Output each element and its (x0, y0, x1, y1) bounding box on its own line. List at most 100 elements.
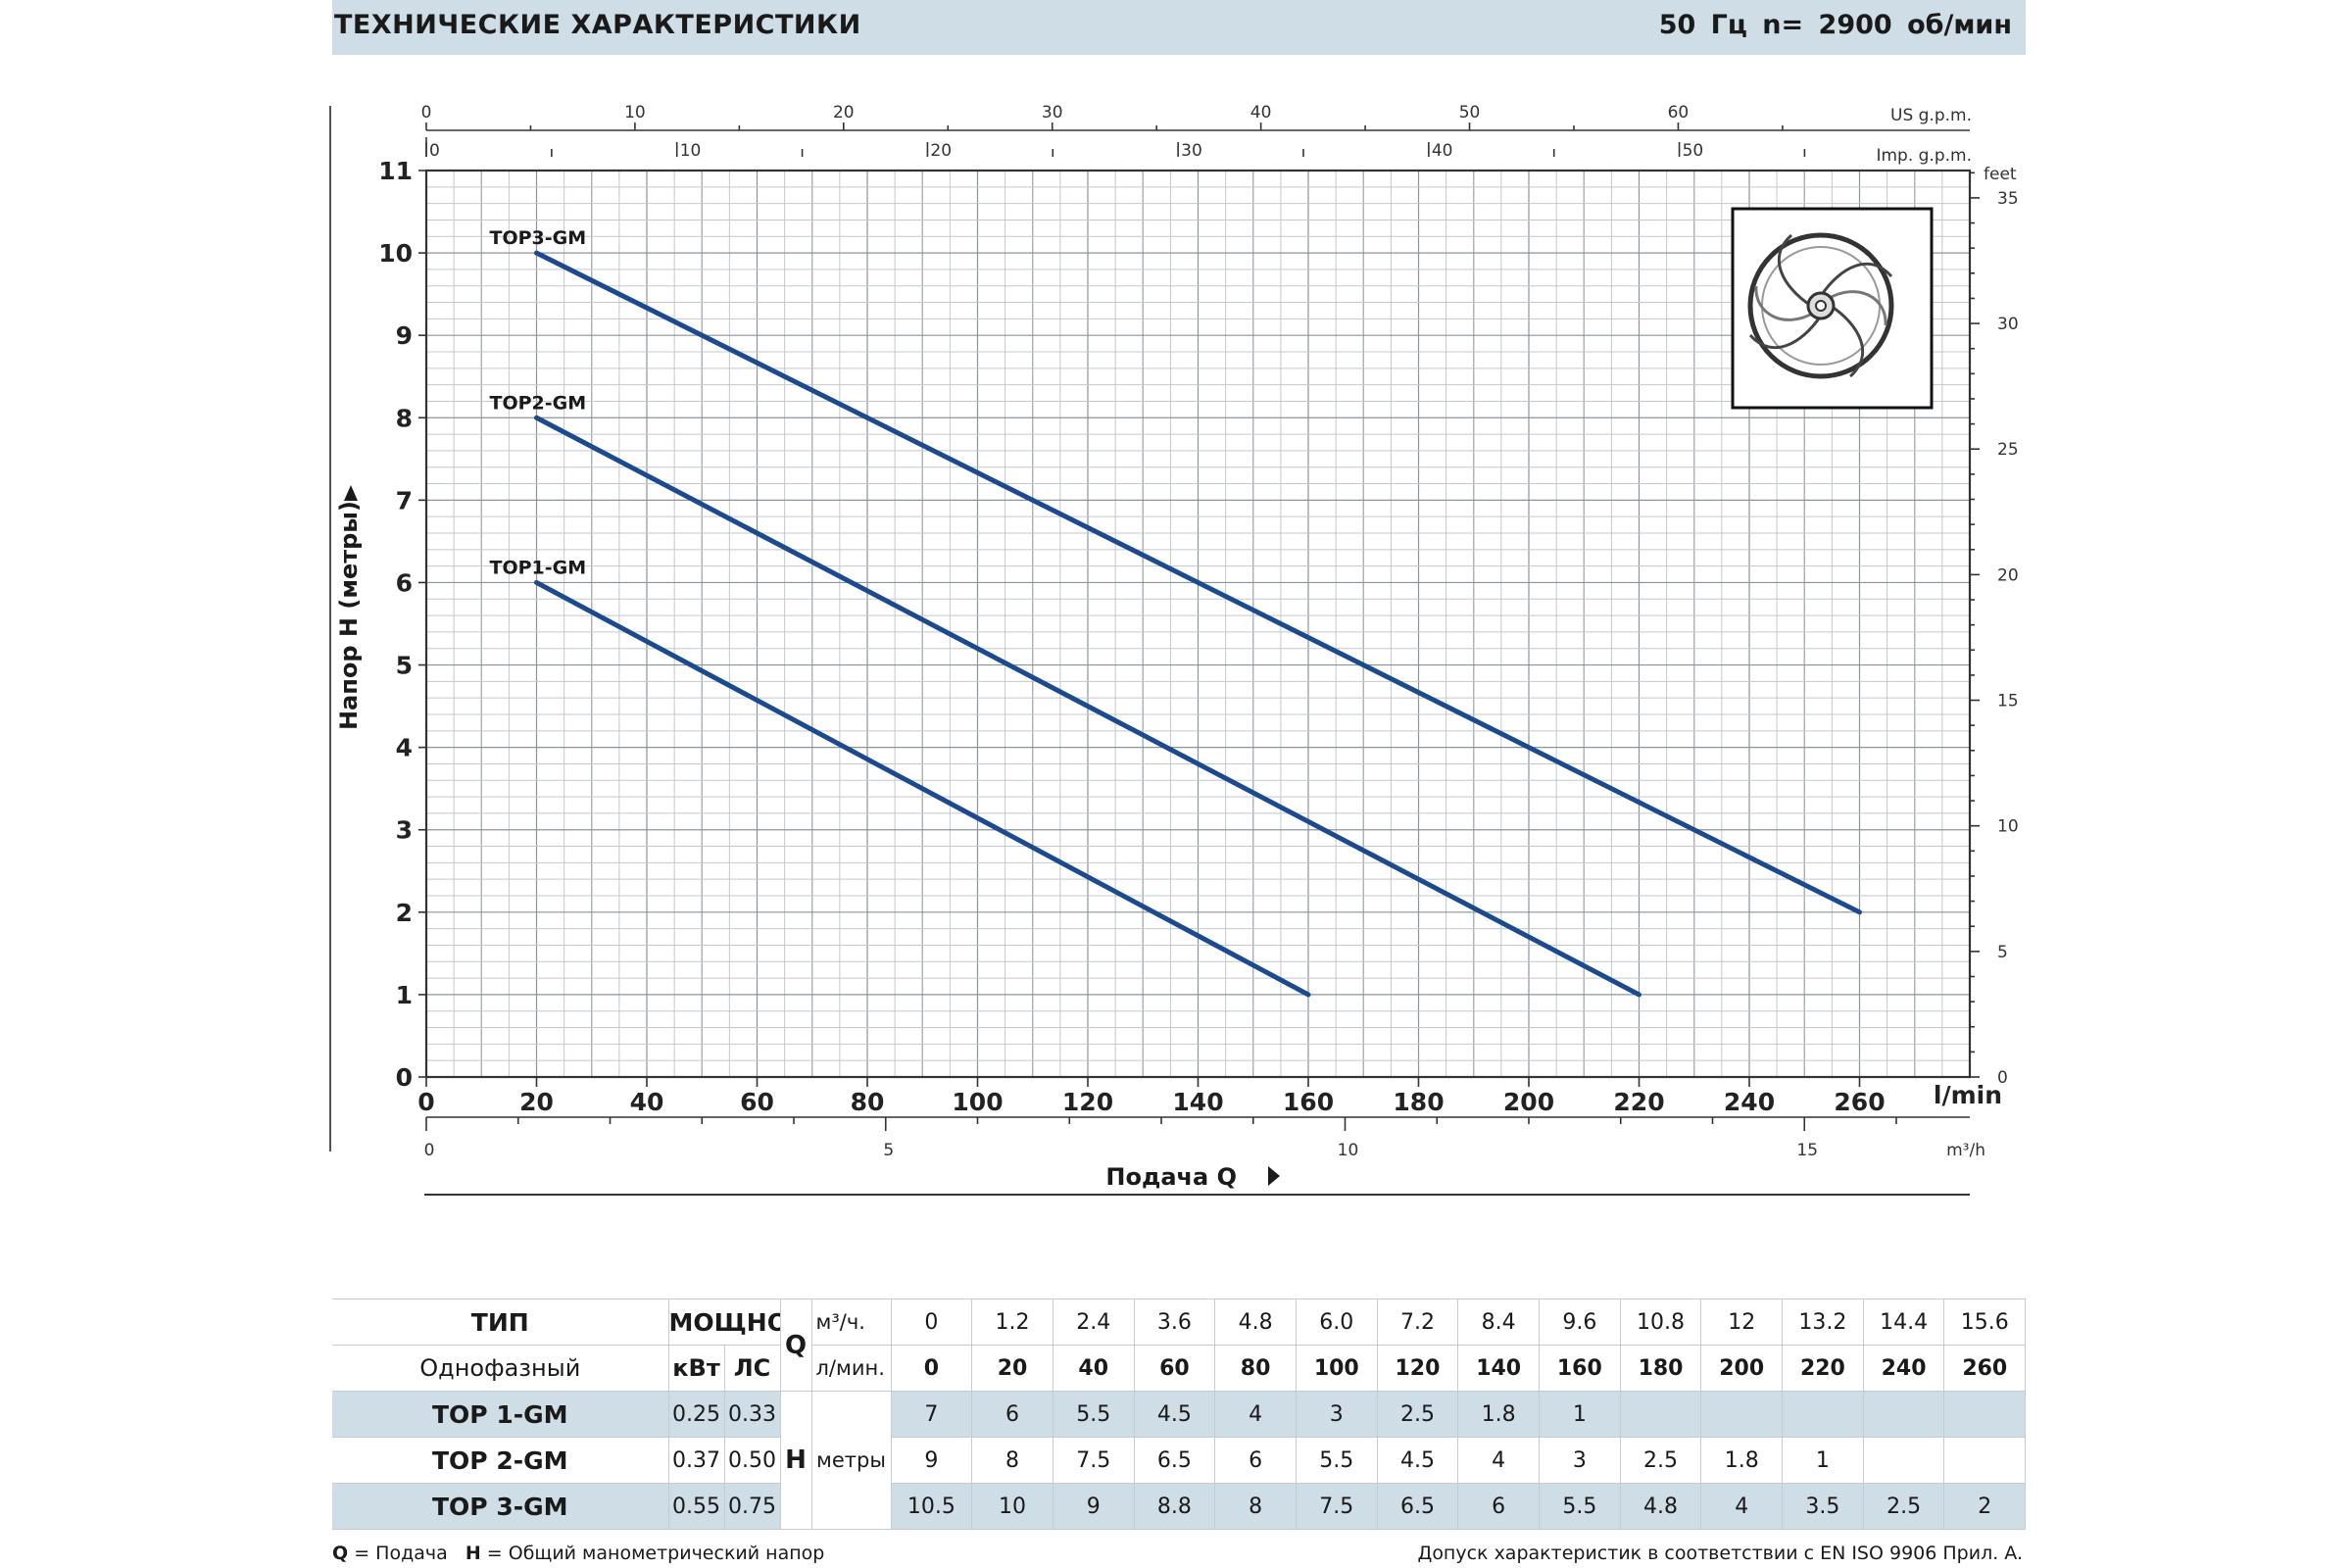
y-tick-label: 2 (396, 899, 413, 927)
head-value-cell: 2.5 (1376, 1391, 1459, 1438)
us-gpm-tick-label: 50 (1459, 103, 1481, 122)
series-line-top3-gm (534, 250, 1862, 915)
x-tick-label: 0 (417, 1088, 434, 1116)
feet-unit-label: feet (1984, 165, 2017, 184)
head-value-cell: 1 (1539, 1391, 1621, 1438)
x-tick-label: 200 (1503, 1088, 1554, 1116)
head-value-cell: 6 (1214, 1437, 1297, 1484)
head-value-cell: 4.8 (1619, 1483, 1702, 1530)
power-hp: 0.75 (723, 1483, 781, 1530)
series-label-top1-gm: TOP1-GM (490, 557, 587, 578)
y-tick-label: 0 (396, 1063, 413, 1092)
hp-unit-label: ЛС (723, 1345, 781, 1392)
q-lmin-cell: 140 (1457, 1345, 1540, 1392)
q-lmin-cell: 200 (1700, 1345, 1784, 1392)
q-m3h-cell: 0 (890, 1298, 973, 1346)
model-name: TOP 1-GM (332, 1391, 669, 1438)
y-tick-label: 10 (378, 239, 413, 268)
feet-tick-label: 35 (1997, 189, 2019, 209)
head-value-cell: 4 (1457, 1437, 1540, 1484)
x-axis-arrow-icon (1268, 1166, 1280, 1186)
y-tick-label: 11 (378, 157, 413, 185)
head-value-cell: 7.5 (1295, 1483, 1378, 1530)
q-lmin-cell: 0 (890, 1345, 973, 1392)
head-value-cell: 4 (1700, 1483, 1784, 1530)
imp-gpm-tick-label: 40 (1432, 141, 1453, 161)
x-tick-label: 160 (1283, 1088, 1334, 1116)
frequency-label: 50 Гц n= 2900 об/мин (1658, 10, 2012, 40)
feet-tick-label: 15 (1997, 692, 2019, 711)
series-line-top2-gm (534, 415, 1642, 998)
m3h-tick-label: 0 (424, 1141, 435, 1160)
head-value-cell: 5.5 (1295, 1437, 1378, 1484)
q-lmin-cell: 220 (1782, 1345, 1864, 1392)
us-gpm-tick-label: 30 (1042, 103, 1063, 122)
q-m3h-cell: 15.6 (1943, 1298, 2027, 1346)
h-unit-label: метры (810, 1391, 892, 1530)
head-value-cell (1862, 1437, 1945, 1484)
head-value-cell (1862, 1391, 1945, 1438)
y-tick-label: 1 (396, 981, 413, 1009)
head-value-cell: 2.5 (1619, 1437, 1702, 1484)
q-lmin-cell: 260 (1943, 1345, 2027, 1392)
x-tick-label: 260 (1834, 1088, 1885, 1116)
q-m3h-cell: 6.0 (1295, 1298, 1378, 1346)
head-value-cell (1782, 1391, 1864, 1438)
q-lmin-cell: 160 (1539, 1345, 1621, 1392)
q-lmin-cell: 60 (1133, 1345, 1216, 1392)
kw-unit-label: кВт (667, 1345, 725, 1392)
footer-q-key: Q (332, 1543, 349, 1564)
type-header: ТИП (332, 1298, 669, 1346)
y-axis-title: Напор H (метры) (335, 501, 363, 730)
series: TOP1-GM TOP2-GM TOP3-GM (490, 227, 1862, 998)
q-m3h-cell: 10.8 (1619, 1298, 1702, 1346)
h-symbol: H (779, 1391, 812, 1530)
q-m3h-cell: 14.4 (1862, 1298, 1945, 1346)
head-value-cell: 3 (1539, 1437, 1621, 1484)
y-tick-label: 3 (396, 816, 413, 845)
head-value-cell (1700, 1391, 1784, 1438)
y-tick-label: 4 (396, 734, 413, 762)
x-tick-label: 180 (1393, 1088, 1444, 1116)
x-tick-label: 220 (1613, 1088, 1664, 1116)
head-value-cell: 6 (1457, 1483, 1540, 1530)
q-lmin-cell: 100 (1295, 1345, 1378, 1392)
performance-table: ТИП МОЩНОСТЬ Q м³/ч. 01.22.43.64.86.07.2… (332, 1298, 2027, 1530)
q-lmin-cell: 120 (1376, 1345, 1459, 1392)
q-m3h-cell: 2.4 (1052, 1298, 1135, 1346)
q-unit-lmin: л/мин. (810, 1345, 892, 1392)
imp-gpm-unit-label: Imp. g.p.m. (1876, 146, 1972, 166)
head-value-cell: 5.5 (1539, 1483, 1621, 1530)
footer-tolerance-note: Допуск характеристик в соответствии с EN… (1417, 1543, 2023, 1564)
head-value-cell: 8.8 (1133, 1483, 1216, 1530)
head-value-cell: 1 (1782, 1437, 1864, 1484)
footer-legend: Q = Подача H = Общий манометрический нап… (332, 1543, 824, 1564)
head-value-cell: 6.5 (1133, 1437, 1216, 1484)
q-m3h-cell: 3.6 (1133, 1298, 1216, 1346)
x-tick-label: 60 (740, 1088, 774, 1116)
q-lmin-cell: 180 (1619, 1345, 1702, 1392)
x-unit-label: l/min (1934, 1081, 2002, 1109)
head-value-cell: 1.8 (1700, 1437, 1784, 1484)
x-tick-label: 100 (952, 1088, 1003, 1116)
head-value-cell: 10 (971, 1483, 1054, 1530)
x-tick-label: 140 (1172, 1088, 1223, 1116)
feet-tick-label: 5 (1997, 943, 2008, 962)
imp-gpm-tick-label: 20 (930, 141, 952, 161)
head-value-cell: 3 (1295, 1391, 1378, 1438)
power-hp: 0.50 (723, 1437, 781, 1484)
power-kw: 0.25 (667, 1391, 725, 1438)
y-tick-label: 5 (396, 652, 413, 680)
us-gpm-tick-label: 60 (1668, 103, 1690, 122)
q-lmin-cell: 40 (1052, 1345, 1135, 1392)
y-tick-label: 6 (396, 568, 413, 597)
feet-tick-label: 10 (1997, 817, 2019, 837)
imp-gpm-tick-label: 10 (680, 141, 702, 161)
m3h-tick-label: 15 (1796, 1141, 1818, 1160)
head-value-cell: 4.5 (1133, 1391, 1216, 1438)
head-value-cell: 4 (1214, 1391, 1297, 1438)
m3h-tick-label: 10 (1338, 1141, 1359, 1160)
x-tick-label: 80 (851, 1088, 885, 1116)
table-row: TOP 3-GM 0.55 0.75 10.5 10 9 8.8 8 7.5 6.5 6 5.5 4.8… (332, 1483, 2027, 1530)
head-value-cell: 3.5 (1782, 1483, 1864, 1530)
